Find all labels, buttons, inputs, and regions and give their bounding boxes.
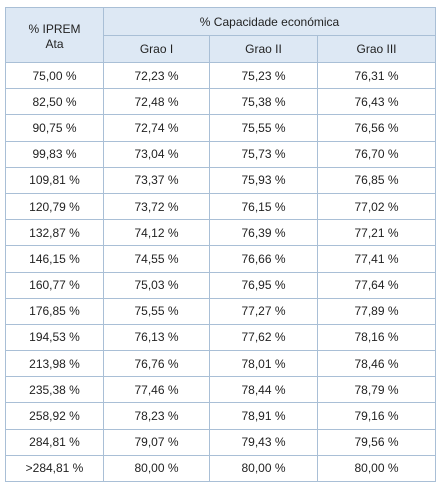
grade-1-cell: 76,76 % — [103, 350, 210, 378]
table-row: 99,83 % 73,04 % 75,73 % 76,70 % — [5, 140, 437, 168]
table-row: 235,38 % 77,46 % 78,44 % 78,79 % — [5, 376, 437, 404]
grade-2-cell: 76,95 % — [209, 271, 318, 299]
grade-1-cell: 79,07 % — [103, 428, 210, 456]
table-row: 213,98 % 76,76 % 78,01 % 78,46 % — [5, 350, 437, 378]
table-row: 75,00 % 72,23 % 75,23 % 76,31 % — [5, 61, 437, 90]
iprem-cell: 160,77 % — [5, 271, 104, 299]
grade-3-cell: 76,56 % — [316, 114, 437, 142]
table-row: 258,92 % 78,23 % 78,91 % 79,16 % — [5, 402, 437, 430]
grade-1-cell: 76,13 % — [103, 323, 210, 352]
grade-3-cell: 77,89 % — [316, 297, 437, 325]
grade-3-cell: 79,16 % — [316, 402, 437, 430]
iprem-cell: 235,38 % — [5, 376, 104, 404]
grade-3-cell: 77,64 % — [316, 271, 437, 299]
grade-2-cell: 76,15 % — [209, 192, 318, 221]
grade-2-cell: 78,91 % — [209, 402, 318, 430]
table-row: 120,79 % 73,72 % 76,15 % 77,02 % — [5, 192, 437, 221]
grade-1-cell: 74,55 % — [103, 245, 210, 273]
grade-3-cell: 76,31 % — [316, 61, 437, 90]
grade-1-cell: 80,00 % — [103, 454, 210, 483]
grade-3-cell: 79,56 % — [316, 428, 437, 456]
grade-2-cell: 75,73 % — [209, 140, 318, 168]
grade-1-cell: 75,03 % — [103, 271, 210, 299]
grade-3-cell: 77,02 % — [316, 192, 437, 221]
grade-2-cell: 75,93 % — [209, 166, 318, 194]
iprem-cell: 99,83 % — [5, 140, 104, 168]
table-row: 176,85 % 75,55 % 77,27 % 77,89 % — [5, 297, 437, 325]
grade-1-cell: 77,46 % — [103, 376, 210, 404]
grade-header: Grao I — [103, 35, 210, 63]
iprem-cell: 82,50 % — [5, 88, 104, 116]
grade-1-cell: 72,48 % — [103, 88, 210, 116]
capacity-table: % IPREM Ata % Capacidade económica Grao … — [5, 7, 437, 483]
table-row: 82,50 % 72,48 % 75,38 % 76,43 % — [5, 88, 437, 116]
grade-2-cell: 75,55 % — [209, 114, 318, 142]
iprem-cell: 146,15 % — [5, 245, 104, 273]
grade-2-cell: 75,38 % — [209, 88, 318, 116]
iprem-cell: 176,85 % — [5, 297, 104, 325]
grade-1-cell: 72,23 % — [103, 61, 210, 90]
iprem-header-line2: Ata — [45, 36, 64, 51]
table-row: 160,77 % 75,03 % 76,95 % 77,64 % — [5, 271, 437, 299]
grade-1-cell: 72,74 % — [103, 114, 210, 142]
iprem-cell: 120,79 % — [5, 192, 104, 221]
grade-3-cell: 78,79 % — [316, 376, 437, 404]
iprem-cell: 258,92 % — [5, 402, 104, 430]
grade-1-cell: 73,37 % — [103, 166, 210, 194]
table-body: 75,00 % 72,23 % 75,23 % 76,31 % 82,50 % 72,48… — [5, 61, 437, 483]
grade-3-cell: 78,46 % — [316, 350, 437, 378]
grade-1-cell: 74,12 % — [103, 219, 210, 247]
capacity-group-header: % Capacidade económica — [102, 7, 437, 36]
table-row: 284,81 % 79,07 % 79,43 % 79,56 % — [5, 428, 437, 456]
grade-2-cell: 80,00 % — [209, 454, 318, 483]
grade-3-cell: 76,85 % — [316, 166, 437, 194]
iprem-cell: 213,98 % — [5, 350, 104, 378]
grade-2-cell: 76,66 % — [209, 245, 318, 273]
grade-2-cell: 78,44 % — [209, 376, 318, 404]
grade-1-cell: 75,55 % — [103, 297, 210, 325]
grade-header: Grao II — [209, 35, 318, 63]
grade-header: Grao III — [316, 35, 437, 63]
grade-2-cell: 75,23 % — [209, 61, 318, 90]
iprem-cell: >284,81 % — [5, 454, 104, 483]
grade-3-cell: 77,21 % — [316, 219, 437, 247]
iprem-column-header: % IPREM Ata — [5, 7, 104, 63]
grade-1-cell: 78,23 % — [103, 402, 210, 430]
grade-2-cell: 77,62 % — [209, 323, 318, 352]
iprem-cell: 90,75 % — [5, 114, 104, 142]
grade-2-cell: 78,01 % — [209, 350, 318, 378]
grade-2-cell: 77,27 % — [209, 297, 318, 325]
table-row: 194,53 % 76,13 % 77,62 % 78,16 % — [5, 323, 437, 352]
iprem-cell: 194,53 % — [5, 323, 104, 352]
table-row: >284,81 % 80,00 % 80,00 % 80,00 % — [5, 454, 437, 483]
table-row: 132,87 % 74,12 % 76,39 % 77,21 % — [5, 219, 437, 247]
iprem-cell: 284,81 % — [5, 428, 104, 456]
iprem-cell: 75,00 % — [5, 61, 104, 90]
capacity-table-container: % IPREM Ata % Capacidade económica Grao … — [5, 7, 437, 483]
iprem-cell: 132,87 % — [5, 219, 104, 247]
iprem-cell: 109,81 % — [5, 166, 104, 194]
grade-2-cell: 79,43 % — [209, 428, 318, 456]
grade-3-cell: 80,00 % — [316, 454, 437, 483]
grade-2-cell: 76,39 % — [209, 219, 318, 247]
table-row: 109,81 % 73,37 % 75,93 % 76,85 % — [5, 166, 437, 194]
grade-1-cell: 73,04 % — [103, 140, 210, 168]
grade-3-cell: 78,16 % — [316, 323, 437, 352]
table-row: 146,15 % 74,55 % 76,66 % 77,41 % — [5, 245, 437, 273]
grade-1-cell: 73,72 % — [103, 192, 210, 221]
grade-3-cell: 76,70 % — [316, 140, 437, 168]
grade-3-cell: 76,43 % — [316, 88, 437, 116]
table-row: 90,75 % 72,74 % 75,55 % 76,56 % — [5, 114, 437, 142]
iprem-header-line1: % IPREM — [28, 21, 81, 36]
grade-3-cell: 77,41 % — [316, 245, 437, 273]
table-header: % IPREM Ata % Capacidade económica Grao … — [5, 7, 437, 63]
